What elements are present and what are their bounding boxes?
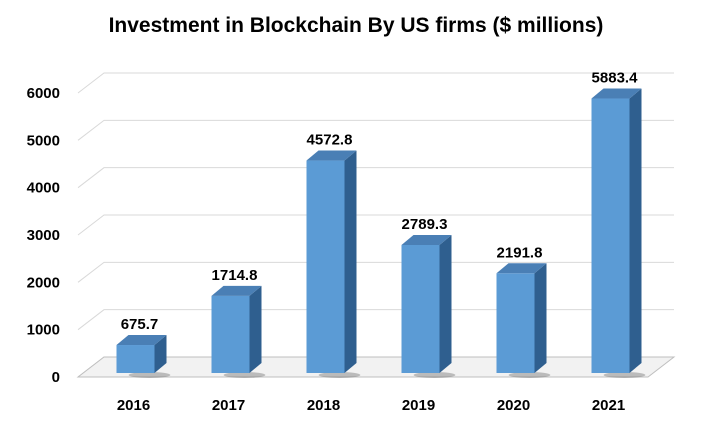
bar-side: [439, 234, 452, 373]
bar-top: [591, 88, 642, 99]
bar: [401, 234, 456, 378]
x-tick-label: 2016: [117, 397, 150, 414]
data-labels: 675.7 1714.8 4572.8 2789.3 2191.8 5883.4: [121, 70, 638, 333]
bar-top: [401, 234, 452, 245]
bar-front: [211, 295, 250, 373]
gridlines: [77, 72, 674, 378]
y-tick-label: 5000: [27, 132, 60, 149]
bar-side: [629, 88, 642, 373]
data-label: 2191.8: [497, 244, 543, 261]
y-tick-label: 2000: [27, 274, 60, 291]
bar-top: [306, 150, 357, 161]
bar: [591, 88, 646, 378]
bar-side: [344, 150, 357, 373]
y-tick-label: 0: [52, 369, 60, 386]
bars: [116, 88, 646, 378]
bar: [211, 285, 266, 378]
bar-front: [591, 98, 630, 373]
gridline: [77, 214, 674, 236]
bar-front: [116, 345, 155, 373]
x-tick-label: 2021: [592, 397, 625, 414]
y-axis-ticks: 0 1000 2000 3000 4000 5000 6000: [27, 85, 60, 386]
gridline: [77, 119, 674, 141]
chart-title: Investment in Blockchain By US firms ($ …: [108, 14, 604, 37]
bar-front: [401, 244, 440, 373]
gridline: [77, 309, 674, 331]
x-tick-label: 2019: [402, 397, 435, 414]
x-tick-label: 2018: [307, 397, 340, 414]
gridline: [77, 167, 674, 189]
data-label: 675.7: [121, 316, 159, 333]
data-label: 1714.8: [212, 267, 258, 284]
bar-top: [496, 263, 547, 274]
x-axis-ticks: 2016 2017 2018 2019 2020 2021: [117, 397, 625, 414]
x-tick-label: 2020: [497, 397, 530, 414]
bar-top: [116, 335, 167, 346]
bar-shadow: [223, 372, 266, 378]
bar-side: [249, 285, 262, 373]
y-tick-label: 3000: [27, 227, 60, 244]
bar-side: [534, 263, 547, 373]
bar-shadow: [413, 372, 456, 378]
bar-side: [154, 335, 167, 373]
bar-shadow: [508, 372, 551, 378]
bar-shadow: [603, 372, 646, 378]
y-tick-label: 1000: [27, 322, 60, 339]
gridline: [77, 72, 674, 94]
x-tick-label: 2017: [212, 397, 245, 414]
bar-front: [306, 160, 345, 373]
bar-shadow: [318, 372, 361, 378]
bar-front: [496, 273, 535, 373]
bar: [306, 150, 361, 378]
y-tick-label: 4000: [27, 180, 60, 197]
data-label: 5883.4: [592, 70, 639, 87]
data-label: 2789.3: [402, 216, 448, 233]
data-label: 4572.8: [307, 132, 353, 149]
bar-top: [211, 285, 262, 296]
y-tick-label: 6000: [27, 85, 60, 102]
bar: [496, 263, 551, 378]
gridline: [77, 261, 674, 283]
bar: [116, 335, 171, 378]
bar-shadow: [128, 372, 171, 378]
